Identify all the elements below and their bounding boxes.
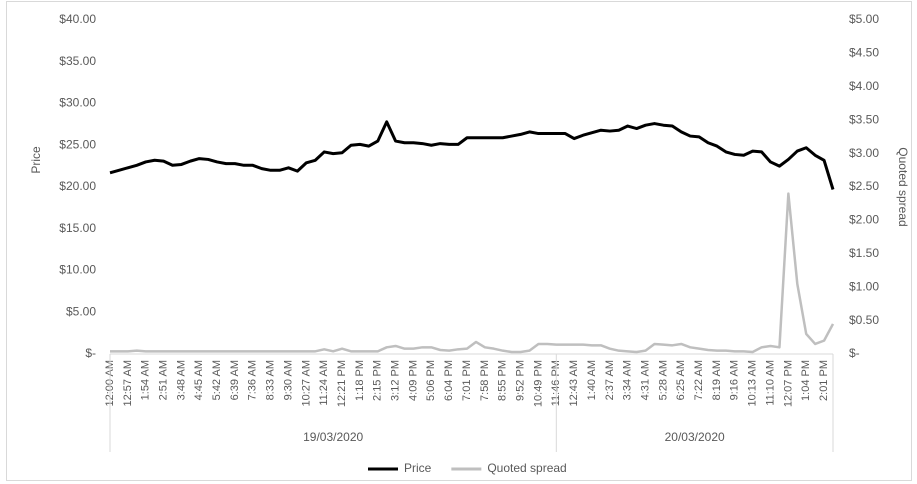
y-tick-label: $- [85, 346, 96, 360]
x-tick-label: 7:58 PM [479, 360, 491, 401]
x-tick-label: 10:27 AM [300, 360, 312, 406]
group-label: 19/03/2020 [303, 430, 363, 444]
x-tick-label: 10:49 PM [532, 360, 544, 407]
x-tick-label: 2:15 PM [372, 360, 384, 401]
x-tick-label: 12:07 PM [782, 360, 794, 407]
y-tick-label: $25.00 [59, 137, 96, 151]
y-tick-label: $30.00 [59, 96, 96, 110]
y2-axis-title: Quoted spread [896, 147, 910, 226]
y2-tick-label: $- [849, 346, 860, 360]
x-tick-label: 11:10 AM [764, 360, 776, 406]
x-tick-label: 11:24 AM [318, 360, 330, 406]
chart-frame [6, 1, 912, 481]
y-tick-label: $40.00 [59, 12, 96, 26]
legend-label: Price [404, 461, 432, 475]
series-line [109, 120, 835, 190]
x-tick-label: 2:37 AM [604, 360, 616, 400]
x-tick-label: 7:01 PM [461, 360, 473, 401]
series-line [110, 192, 835, 354]
y2-tick-label: $2.00 [849, 213, 879, 227]
x-tick-label: 12:43 AM [568, 360, 580, 406]
y2-tick-label: $4.50 [849, 46, 879, 60]
x-tick-label: 6:04 PM [443, 360, 455, 401]
x-tick-label: 1:54 AM [140, 360, 152, 400]
x-tick-label: 3:12 PM [390, 360, 402, 401]
y2-tick-label: $5.00 [849, 12, 879, 26]
x-tick-label: 5:06 PM [425, 360, 437, 401]
y2-tick-label: $0.50 [849, 313, 879, 327]
legend-label: Quoted spread [487, 461, 566, 475]
y-tick-label: $20.00 [59, 179, 96, 193]
x-tick-label: 8:19 AM [711, 360, 723, 400]
x-tick-label: 9:30 AM [282, 360, 294, 400]
y2-tick-label: $2.50 [849, 179, 879, 193]
x-tick-label: 7:22 AM [693, 360, 705, 400]
y-tick-label: $10.00 [59, 263, 96, 277]
x-tick-label: 4:31 AM [639, 360, 651, 400]
y2-tick-label: $3.00 [849, 146, 879, 160]
x-tick-label: 8:55 PM [497, 360, 509, 401]
x-tick-label: 12:21 PM [336, 360, 348, 407]
x-tick-label: 5:28 AM [657, 360, 669, 400]
x-tick-label: 7:36 AM [247, 360, 259, 400]
y2-tick-label: $1.50 [849, 246, 879, 260]
y2-tick-label: $3.50 [849, 112, 879, 126]
x-tick-label: 12:57 AM [122, 360, 134, 406]
y-tick-label: $35.00 [59, 54, 96, 68]
x-tick-label: 8:33 AM [265, 360, 277, 400]
x-tick-label: 1:18 PM [354, 360, 366, 401]
y-tick-label: $5.00 [66, 304, 96, 318]
x-tick-label: 6:39 AM [229, 360, 241, 400]
x-tick-label: 9:16 AM [729, 360, 741, 400]
x-tick-label: 9:52 PM [514, 360, 526, 401]
y2-tick-label: $1.00 [849, 279, 879, 293]
x-tick-label: 5:42 AM [211, 360, 223, 400]
x-tick-label: 2:01 PM [818, 360, 830, 401]
y-tick-label: $15.00 [59, 221, 96, 235]
x-tick-label: 4:09 PM [407, 360, 419, 401]
group-label: 20/03/2020 [665, 430, 725, 444]
x-tick-label: 10:13 AM [747, 360, 759, 406]
y-axis-title: Price [29, 146, 43, 174]
x-tick-label: 3:34 AM [622, 360, 634, 400]
x-tick-label: 4:45 AM [193, 360, 205, 400]
x-tick-label: 1:40 AM [586, 360, 598, 400]
y2-tick-label: $4.00 [849, 79, 879, 93]
x-tick-label: 1:04 PM [800, 360, 812, 401]
x-tick-label: 2:51 AM [157, 360, 169, 400]
x-tick-label: 3:48 AM [175, 360, 187, 400]
x-tick-label: 6:25 AM [675, 360, 687, 400]
